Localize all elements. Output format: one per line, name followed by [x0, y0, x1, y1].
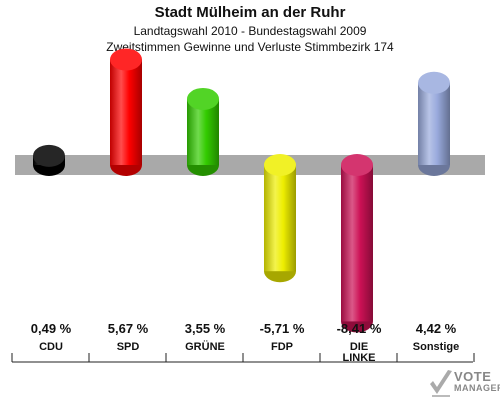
category-label-grüne: GRÜNE — [185, 340, 225, 353]
bar-fdp-top — [264, 154, 296, 176]
bar-spd — [110, 48, 142, 176]
bar-fdp — [264, 154, 296, 283]
bar-spd-top — [110, 48, 142, 71]
logo-text-vote: VOTE — [454, 369, 492, 384]
vote-manager-logo: VOTE MANAGER — [428, 366, 500, 400]
chart-subtitle-election: Landtagswahl 2010 - Bundestagswahl 2009 — [133, 24, 367, 38]
category-label-fdp: FDP — [271, 341, 293, 353]
value-label-die-linke: -8,41 % — [337, 321, 382, 336]
bar-fdp-body — [264, 165, 296, 272]
value-label-fdp: -5,71 % — [260, 321, 305, 336]
chart-title: Stadt Mülheim an der Ruhr — [154, 4, 346, 21]
logo-text-manager: MANAGER — [454, 383, 500, 393]
category-axis — [11, 353, 475, 363]
bar-sonstige-body — [418, 82, 450, 165]
bar-die-linke — [341, 154, 373, 333]
category-label-die-linke-2: LINKE — [343, 352, 376, 364]
bar-grüne-body — [187, 98, 219, 165]
bar-cdu — [33, 144, 65, 176]
bar-spd-body — [110, 59, 142, 166]
bars-group — [33, 48, 450, 333]
bar-sonstige-top — [418, 71, 450, 94]
category-label-spd: SPD — [117, 341, 140, 353]
chart-subtitle-district: Zweitstimmen Gewinne und Verluste Stimmb… — [106, 40, 394, 54]
category-label-sonstige: Sonstige — [413, 341, 459, 353]
value-label-spd: 5,67 % — [108, 321, 149, 336]
category-label-die-linke-1: DIE — [350, 341, 368, 353]
value-label-cdu: 0,49 % — [31, 321, 72, 336]
bar-grüne-top — [187, 87, 219, 110]
category-label-cdu: CDU — [39, 341, 63, 353]
bar-grüne — [187, 87, 219, 176]
value-label-sonstige: 4,42 % — [416, 321, 457, 336]
bar-cdu-top — [33, 144, 65, 167]
bar-die-linke-top — [341, 154, 373, 176]
value-label-grüne: 3,55 % — [185, 321, 226, 336]
labels-group: 0,49 % CDU 5,67 % SPD 3,55 % GRÜNE -5,71 % FDP -… — [31, 321, 459, 364]
zero-line-band — [15, 155, 485, 175]
bar-sonstige — [418, 71, 450, 176]
bar-die-linke-body — [341, 165, 373, 322]
checkmark-icon — [430, 370, 452, 397]
